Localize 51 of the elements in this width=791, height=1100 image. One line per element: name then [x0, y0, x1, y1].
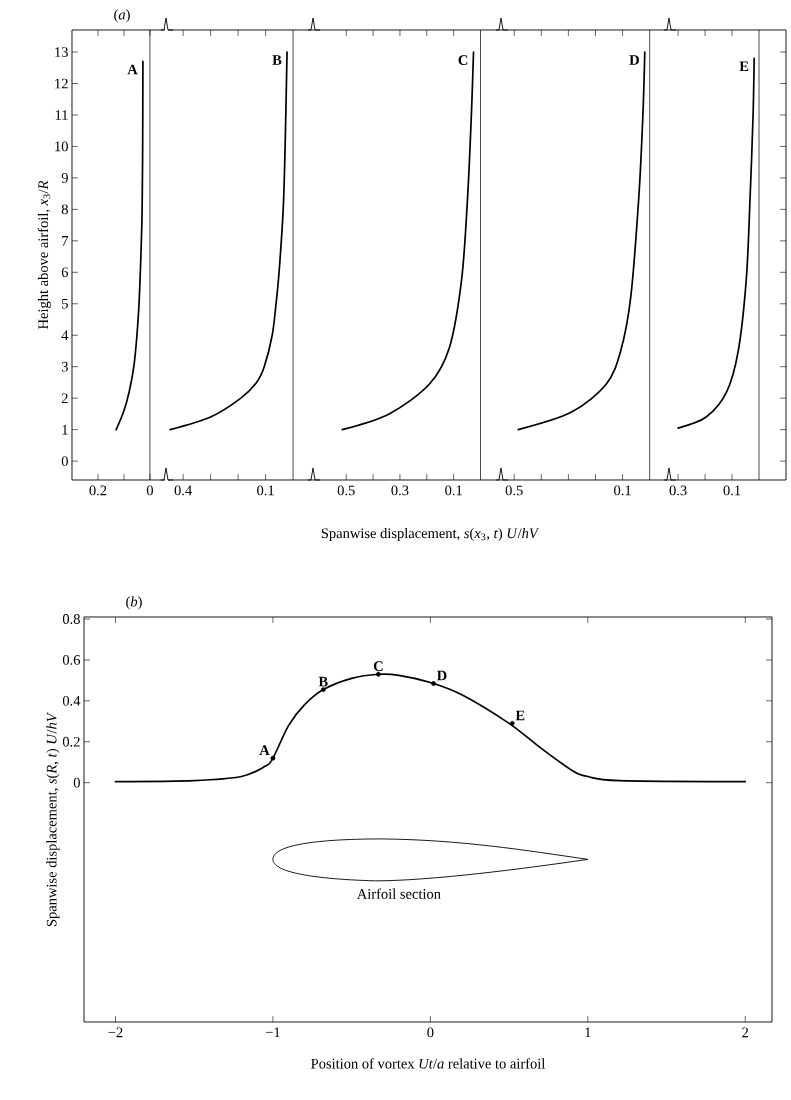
- x-tick-label: −2: [108, 1027, 123, 1038]
- x-tick-label: 0.1: [723, 485, 741, 496]
- annotation: C: [373, 661, 383, 672]
- annotation: A: [259, 745, 270, 755]
- series-label: C: [458, 55, 468, 65]
- y-tick-label: 2: [61, 393, 68, 403]
- x-tick-label: 0.5: [337, 485, 355, 496]
- x-tick-label: 0.4: [174, 485, 192, 496]
- y-tick-label: 12: [55, 78, 68, 89]
- y-tick-label: 8: [61, 204, 68, 215]
- y-tick-label: 7: [62, 236, 69, 246]
- series-label: A: [127, 64, 138, 75]
- x-tick-label: 0.2: [89, 485, 107, 496]
- y-tick-label: 0: [73, 777, 80, 788]
- x-axis-title: Position of vortex Ut/a relative to airfoil: [311, 1058, 546, 1069]
- annotation: Airfoil section: [356, 888, 441, 899]
- annotation: E: [515, 710, 525, 721]
- y-tick-label: 0.6: [62, 655, 81, 665]
- y-tick-label: 13: [55, 47, 68, 57]
- x-tick-label: 0.3: [391, 485, 409, 496]
- y-tick-label: 10: [55, 141, 68, 152]
- chart-title: (a): [114, 9, 130, 23]
- y-tick-label: 0.2: [62, 736, 80, 747]
- y-tick-label: 3: [61, 361, 68, 372]
- x-tick-label: 0.3: [669, 485, 687, 496]
- series-label: D: [629, 55, 639, 65]
- x-tick-label: 0.1: [445, 485, 462, 496]
- x-tick-label: 1: [585, 1027, 591, 1038]
- text: Spanwise displacement, s(R, t) U/hV: [46, 711, 60, 927]
- x-tick-label: 0.1: [257, 485, 274, 496]
- chart-title: (b): [126, 596, 142, 610]
- series-label: E: [739, 61, 749, 72]
- x-tick-label: −1: [265, 1027, 280, 1038]
- series-label: B: [272, 55, 282, 65]
- x-tick-label: 0: [146, 485, 153, 496]
- y-tick-label: 6: [61, 267, 69, 278]
- x-tick-label: 0: [427, 1027, 434, 1038]
- y-tick-label: 1: [62, 424, 68, 435]
- y-tick-label: 0.8: [62, 614, 80, 624]
- y-tick-label: 11: [55, 110, 68, 120]
- y-tick-label: 0.4: [62, 695, 81, 706]
- x-tick-label: 2: [742, 1027, 749, 1038]
- y-tick-label: 9: [61, 173, 68, 183]
- y-tick-label: 4: [61, 330, 69, 341]
- annotation: D: [436, 670, 447, 681]
- x-tick-label: 0.5: [505, 485, 523, 496]
- x-tick-label: 0.1: [614, 485, 631, 496]
- annotation: B: [318, 676, 328, 687]
- y-tick-label: 0: [61, 456, 68, 466]
- y-tick-label: 5: [62, 298, 68, 309]
- text: Spanwise displacement, s(x$_{3}$, t) U/hV: [321, 527, 540, 542]
